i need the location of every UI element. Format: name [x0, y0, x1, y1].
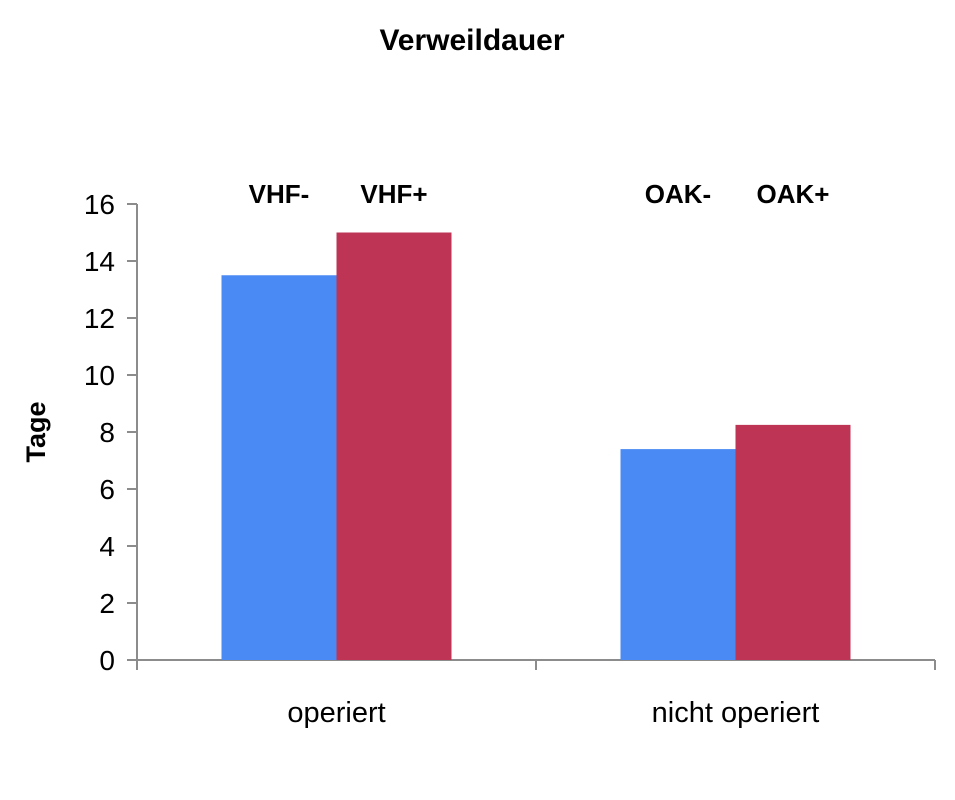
y-tick-label: 4	[99, 531, 115, 562]
y-tick-label: 16	[84, 189, 115, 220]
y-tick-label: 6	[99, 474, 115, 505]
chart-title: Verweildauer	[379, 24, 564, 57]
x-category-label: nicht operiert	[652, 697, 820, 729]
y-tick-label: 14	[84, 246, 115, 277]
x-category-label: operiert	[287, 697, 385, 729]
bar-annotation: OAK-	[645, 179, 711, 209]
bar-annotation: VHF+	[360, 179, 427, 209]
bar-annotation: OAK+	[757, 179, 830, 209]
bar	[620, 449, 736, 660]
y-tick-label: 0	[99, 645, 115, 676]
bar	[735, 424, 851, 660]
y-tick-label: 12	[84, 303, 115, 334]
y-tick-label: 10	[84, 360, 115, 391]
y-tick-label: 2	[99, 588, 115, 619]
plot-area: 0 2 4 6 8 10 12 14 16 operiert nicht operiert VHF- V…	[84, 179, 936, 729]
bar-annotation: VHF-	[249, 179, 310, 209]
bar	[221, 275, 337, 660]
bar	[336, 232, 452, 660]
y-tick-label: 8	[99, 417, 115, 448]
y-axis-label: Tage	[21, 401, 51, 462]
